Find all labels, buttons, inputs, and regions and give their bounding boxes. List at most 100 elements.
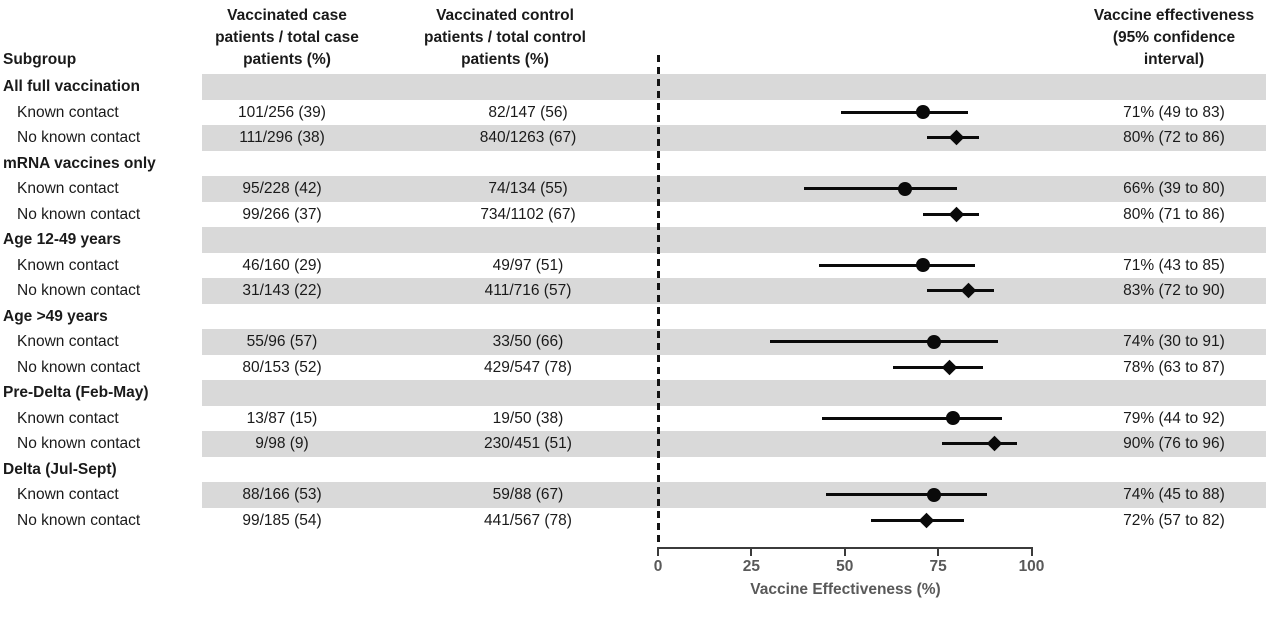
subgroup-label: Known contact [17, 409, 119, 427]
control-value: 19/50 (38) [492, 409, 564, 427]
ve-value: 78% (63 to 87) [1123, 358, 1225, 376]
control-value: 59/88 (67) [492, 486, 564, 503]
control-value: 840/1263 (67) [479, 129, 577, 146]
column-header-control-line2: patients / total control [424, 29, 586, 46]
ci-line [803, 187, 957, 191]
table-row: Known contact 101/256 (39) 82/147 (56) 71% … [0, 100, 1280, 126]
x-tick [657, 547, 659, 556]
column-header-control-line1: Vaccinated control [436, 7, 574, 24]
row-shading-band [202, 380, 1266, 406]
column-header-case-line3: patients (%) [243, 51, 331, 68]
ci-line [826, 493, 987, 497]
section-row: mRNA vaccines only [0, 151, 1280, 177]
table-row: No known contact 111/296 (38) 840/1263 (67… [0, 125, 1280, 151]
ci-line [941, 442, 1017, 446]
point-marker-circle [946, 411, 961, 426]
case-value: 46/160 (29) [242, 256, 322, 274]
subgroup-label: No known contact [17, 511, 141, 529]
ve-value: 83% (72 to 90) [1123, 282, 1225, 299]
point-marker-diamond [941, 359, 958, 376]
ve-value: 80% (71 to 86) [1123, 205, 1225, 223]
case-value: 31/143 (22) [242, 282, 322, 299]
row-shading-band [202, 176, 1266, 202]
table-row: No known contact 31/143 (22) 411/716 (57) 8… [0, 278, 1280, 304]
ci-line [770, 340, 998, 344]
ve-value: 66% (39 to 80) [1123, 180, 1225, 197]
point-marker-circle [927, 487, 942, 502]
table-rows: All full vaccination Known contact 101/256… [0, 74, 1280, 533]
ci-line [818, 263, 976, 267]
control-value: 49/97 (51) [492, 256, 564, 274]
case-value: 55/96 (57) [246, 333, 318, 350]
ve-value: 72% (57 to 82) [1123, 511, 1225, 529]
control-value: 33/50 (66) [492, 333, 564, 350]
ve-value: 74% (45 to 88) [1123, 486, 1225, 503]
table-row: No known contact 99/266 (37) 734/1102 (67)… [0, 202, 1280, 228]
ci-line [822, 416, 1002, 420]
x-tick-label: 100 [1018, 558, 1045, 575]
point-marker-circle [927, 334, 942, 349]
column-header-case-line1: Vaccinated case [227, 7, 347, 24]
ve-value: 90% (76 to 96) [1123, 435, 1225, 452]
section-row: Age >49 years [0, 304, 1280, 330]
subgroup-label: Age >49 years [3, 307, 108, 325]
point-marker-circle [897, 181, 912, 196]
x-tick-label: 75 [929, 558, 947, 575]
column-header-ve-line2: (95% confidence [1112, 29, 1236, 46]
section-row: Delta (Jul-Sept) [0, 457, 1280, 483]
ci-line [893, 365, 983, 369]
ve-value: 79% (44 to 92) [1123, 409, 1225, 427]
control-value: 734/1102 (67) [480, 205, 576, 223]
x-tick [843, 547, 846, 556]
case-value: 111/296 (38) [239, 129, 325, 146]
ci-line [870, 518, 965, 522]
case-value: 9/98 (9) [255, 435, 309, 452]
subgroup-label: Pre-Delta (Feb-May) [3, 384, 149, 401]
table-row: Known contact 46/160 (29) 49/97 (51) 71% (4… [0, 253, 1280, 279]
row-shading-band [202, 227, 1266, 253]
row-shading-band [202, 125, 1266, 151]
case-value: 13/87 (15) [246, 409, 318, 427]
subgroup-label: All full vaccination [3, 78, 140, 95]
x-tick-label: 50 [836, 558, 854, 575]
row-shading-band [202, 74, 1266, 100]
case-value: 95/228 (42) [242, 180, 322, 197]
control-value: 74/134 (55) [488, 180, 568, 197]
column-header-case-patients: Vaccinated case patients / total case pa… [177, 5, 397, 71]
row-shading-band [202, 431, 1266, 457]
point-marker-diamond [949, 206, 965, 223]
row-shading-band [202, 482, 1266, 508]
table-row: Known contact 55/96 (57) 33/50 (66) 74% (30… [0, 329, 1280, 355]
subgroup-label: Known contact [17, 180, 119, 197]
subgroup-label: Known contact [17, 486, 119, 503]
control-value: 441/567 (78) [484, 511, 572, 529]
table-row: Known contact 88/166 (53) 59/88 (67) 74% (4… [0, 482, 1280, 508]
row-shading-band [202, 329, 1266, 355]
ve-value: 71% (43 to 85) [1123, 256, 1225, 274]
table-row: No known contact 80/153 (52) 429/547 (78) 7… [0, 355, 1280, 381]
point-marker-circle [916, 258, 931, 273]
subgroup-label: mRNA vaccines only [3, 154, 156, 172]
subgroup-label: Known contact [17, 256, 119, 274]
reference-line [657, 55, 660, 545]
case-value: 99/266 (37) [242, 205, 322, 223]
ve-value: 71% (49 to 83) [1123, 103, 1225, 121]
section-row: All full vaccination [0, 74, 1280, 100]
column-header-ve-line3: interval) [1143, 51, 1205, 68]
subgroup-label: Known contact [17, 333, 119, 350]
column-header-vaccine-effectiveness: Vaccine effectiveness (95% confidence in… [1064, 5, 1280, 71]
x-tick [937, 547, 940, 556]
subgroup-label: Known contact [17, 103, 119, 121]
case-value: 99/185 (54) [242, 511, 322, 529]
column-header-case-line2: patients / total case [215, 29, 359, 46]
subgroup-label: Delta (Jul-Sept) [3, 460, 117, 478]
control-value: 429/547 (78) [484, 358, 572, 376]
ve-value: 74% (30 to 91) [1123, 333, 1225, 350]
point-marker-circle [916, 105, 931, 120]
subgroup-label: No known contact [17, 435, 141, 452]
x-axis-title: Vaccine Effectiveness (%) [750, 581, 941, 598]
x-tick [1030, 547, 1033, 556]
control-value: 230/451 (51) [484, 435, 572, 452]
table-row: Known contact 13/87 (15) 19/50 (38) 79% (44… [0, 406, 1280, 432]
